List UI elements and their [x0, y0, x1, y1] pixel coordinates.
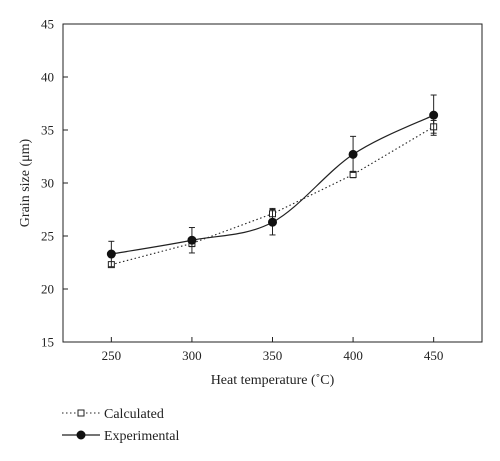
x-axis: 250 300 350 400 450: [102, 337, 444, 363]
y-tick-label: 15: [41, 335, 54, 350]
series-layer: [106, 94, 439, 269]
legend-item-calculated: Calculated: [62, 407, 164, 422]
legend-marker-experimental: [76, 430, 86, 440]
x-tick-label: 400: [343, 348, 363, 363]
legend-item-experimental: Experimental: [62, 429, 180, 444]
x-tick-label: 450: [424, 348, 444, 363]
y-tick-label: 30: [41, 176, 54, 191]
data-point: [429, 110, 439, 120]
y-tick-label: 45: [41, 17, 54, 32]
y-tick-label: 35: [41, 123, 54, 138]
x-tick-label: 300: [182, 348, 202, 363]
series-experimental: [106, 94, 439, 268]
data-point: [106, 249, 116, 259]
y-axis: 15 20 25 30 35 40 45: [41, 17, 68, 350]
x-tick-label: 350: [263, 348, 283, 363]
plot-frame: [62, 23, 483, 343]
y-tick-label: 20: [41, 282, 54, 297]
data-point: [268, 217, 277, 227]
legend-label-experimental: Experimental: [104, 429, 180, 444]
data-point: [348, 149, 358, 159]
series-calculated: [107, 119, 438, 269]
x-axis-label: Heat temperature (˚C): [211, 373, 335, 388]
series-line-calculated: [111, 126, 434, 266]
x-tick-label: 250: [102, 348, 122, 363]
legend: Calculated Experimental: [62, 407, 180, 444]
y-tick-label: 25: [41, 229, 54, 244]
y-tick-label: 40: [41, 70, 54, 85]
legend-label-calculated: Calculated: [104, 407, 164, 422]
data-point: [187, 235, 197, 245]
y-axis-label: Grain size (μm): [18, 138, 33, 227]
legend-marker-calculated: [77, 409, 85, 417]
